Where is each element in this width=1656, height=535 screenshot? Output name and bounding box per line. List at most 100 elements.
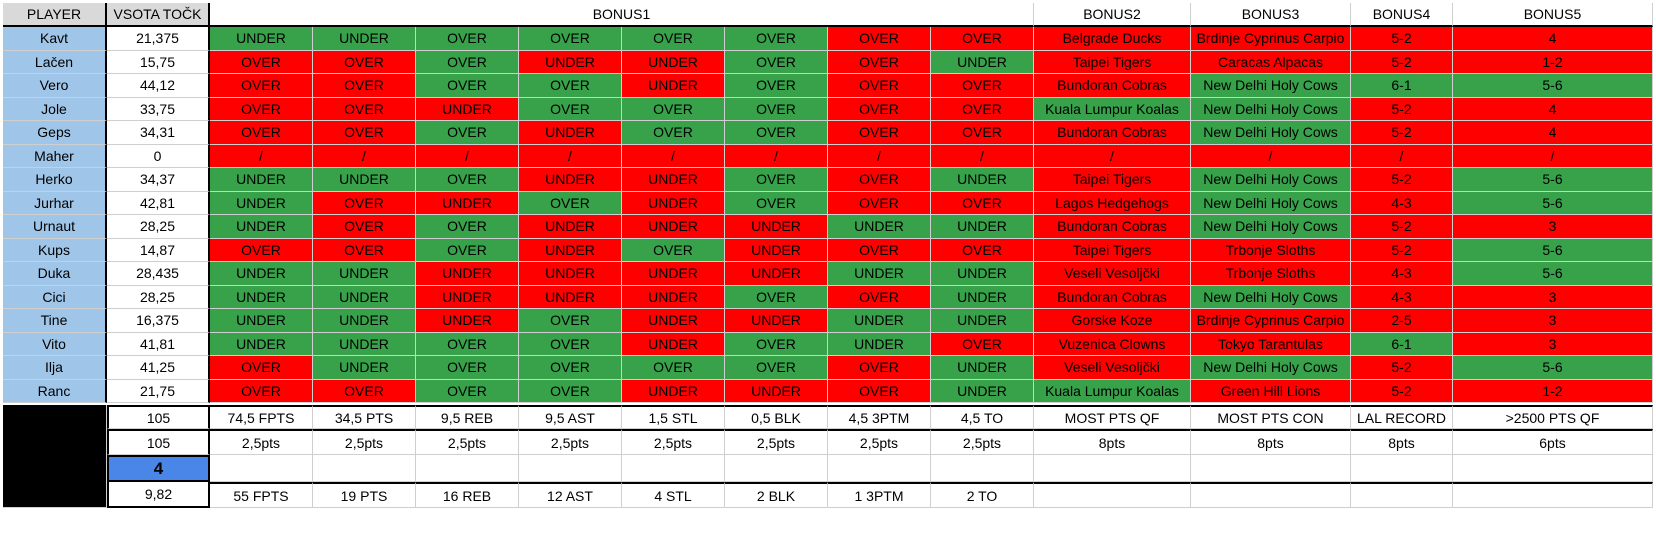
pick-cell[interactable]: OVER: [828, 238, 931, 262]
pick-cell[interactable]: UNDER: [622, 215, 725, 239]
player-total[interactable]: 21,375: [107, 27, 210, 51]
footer-empty[interactable]: [622, 455, 725, 482]
pick-cell[interactable]: UNDER: [210, 332, 313, 356]
footer-actual[interactable]: 12 AST: [519, 482, 622, 508]
pick-cell[interactable]: 2-5: [1351, 309, 1453, 333]
footer-line[interactable]: 34,5 PTS: [313, 405, 416, 429]
pick-cell[interactable]: Lagos Hedgehogs: [1034, 191, 1191, 215]
pick-cell[interactable]: UNDER: [931, 309, 1034, 333]
footer-actual[interactable]: 1 3PTM: [828, 482, 931, 508]
pick-cell[interactable]: OVER: [519, 332, 622, 356]
pick-cell[interactable]: UNDER: [622, 168, 725, 192]
pick-cell[interactable]: Trbonje Sloths: [1191, 262, 1351, 286]
footer-line-total[interactable]: 105: [107, 405, 210, 429]
pick-cell[interactable]: OVER: [725, 27, 828, 51]
pick-cell[interactable]: /: [313, 144, 416, 168]
pick-cell[interactable]: Green Hill Lions: [1191, 379, 1351, 403]
pick-cell[interactable]: OVER: [210, 74, 313, 98]
footer-line[interactable]: 0,5 BLK: [725, 405, 828, 429]
pick-cell[interactable]: /: [725, 144, 828, 168]
footer-empty[interactable]: [725, 455, 828, 482]
footer-empty[interactable]: [1034, 455, 1191, 482]
pick-cell[interactable]: OVER: [313, 238, 416, 262]
footer-empty[interactable]: [828, 455, 931, 482]
footer-actual[interactable]: 2 TO: [931, 482, 1034, 508]
pick-cell[interactable]: Belgrade Ducks: [1034, 27, 1191, 51]
pick-cell[interactable]: UNDER: [210, 27, 313, 51]
pick-cell[interactable]: Vuzenica Clowns: [1034, 332, 1191, 356]
footer-points[interactable]: 2,5pts: [313, 429, 416, 455]
pick-cell[interactable]: UNDER: [725, 262, 828, 286]
pick-cell[interactable]: OVER: [519, 27, 622, 51]
pick-cell[interactable]: Brdinje Cyprinus Carpio: [1191, 309, 1351, 333]
pick-cell[interactable]: OVER: [519, 97, 622, 121]
pick-cell[interactable]: 4-3: [1351, 285, 1453, 309]
footer-empty[interactable]: [210, 455, 313, 482]
player-total[interactable]: 14,87: [107, 238, 210, 262]
footer-actual[interactable]: [1034, 482, 1191, 508]
pick-cell[interactable]: OVER: [210, 97, 313, 121]
pick-cell[interactable]: 4: [1453, 121, 1653, 145]
pick-cell[interactable]: OVER: [519, 356, 622, 380]
pick-cell[interactable]: OVER: [828, 379, 931, 403]
pick-cell[interactable]: 4-3: [1351, 191, 1453, 215]
pick-cell[interactable]: UNDER: [725, 379, 828, 403]
pick-cell[interactable]: /: [1351, 144, 1453, 168]
pick-cell[interactable]: Veseli Vesoljčki: [1034, 356, 1191, 380]
pick-cell[interactable]: OVER: [210, 356, 313, 380]
pick-cell[interactable]: OVER: [313, 74, 416, 98]
footer-empty[interactable]: [313, 455, 416, 482]
pick-cell[interactable]: UNDER: [210, 309, 313, 333]
pick-cell[interactable]: 5-2: [1351, 356, 1453, 380]
pick-cell[interactable]: 5-6: [1453, 191, 1653, 215]
pick-cell[interactable]: Caracas Alpacas: [1191, 50, 1351, 74]
pick-cell[interactable]: OVER: [313, 215, 416, 239]
pick-cell[interactable]: OVER: [828, 168, 931, 192]
pick-cell[interactable]: 5-6: [1453, 356, 1653, 380]
pick-cell[interactable]: UNDER: [210, 191, 313, 215]
pick-cell[interactable]: OVER: [313, 121, 416, 145]
pick-cell[interactable]: OVER: [416, 379, 519, 403]
pick-cell[interactable]: UNDER: [519, 121, 622, 145]
pick-cell[interactable]: Gorske Koze: [1034, 309, 1191, 333]
pick-cell[interactable]: OVER: [622, 121, 725, 145]
pick-cell[interactable]: OVER: [725, 356, 828, 380]
pick-cell[interactable]: OVER: [931, 27, 1034, 51]
pick-cell[interactable]: Bundoran Cobras: [1034, 285, 1191, 309]
pick-cell[interactable]: Kuala Lumpur Koalas: [1034, 97, 1191, 121]
pick-cell[interactable]: 5-2: [1351, 97, 1453, 121]
footer-points[interactable]: 8pts: [1191, 429, 1351, 455]
pick-cell[interactable]: OVER: [416, 356, 519, 380]
pick-cell[interactable]: UNDER: [931, 285, 1034, 309]
pick-cell[interactable]: OVER: [210, 379, 313, 403]
pick-cell[interactable]: UNDER: [622, 285, 725, 309]
pick-cell[interactable]: UNDER: [416, 191, 519, 215]
player-name[interactable]: Kavt: [3, 27, 107, 51]
pick-cell[interactable]: UNDER: [622, 309, 725, 333]
pick-cell[interactable]: OVER: [416, 238, 519, 262]
footer-line[interactable]: 1,5 STL: [622, 405, 725, 429]
footer-empty[interactable]: [931, 455, 1034, 482]
pick-cell[interactable]: 5-2: [1351, 50, 1453, 74]
player-total[interactable]: 34,37: [107, 168, 210, 192]
pick-cell[interactable]: 5-6: [1453, 262, 1653, 286]
pick-cell[interactable]: OVER: [416, 27, 519, 51]
pick-cell[interactable]: UNDER: [622, 332, 725, 356]
pick-cell[interactable]: UNDER: [313, 356, 416, 380]
pick-cell[interactable]: UNDER: [519, 215, 622, 239]
pick-cell[interactable]: OVER: [828, 97, 931, 121]
footer-actual[interactable]: [1453, 482, 1653, 508]
pick-cell[interactable]: UNDER: [828, 309, 931, 333]
footer-actual[interactable]: 55 FPTS: [210, 482, 313, 508]
pick-cell[interactable]: 3: [1453, 215, 1653, 239]
pick-cell[interactable]: UNDER: [622, 191, 725, 215]
pick-cell[interactable]: Veseli Vesoljčki: [1034, 262, 1191, 286]
pick-cell[interactable]: OVER: [725, 121, 828, 145]
player-name[interactable]: Tine: [3, 309, 107, 333]
footer-points[interactable]: 2,5pts: [622, 429, 725, 455]
pick-cell[interactable]: 4: [1453, 97, 1653, 121]
pick-cell[interactable]: New Delhi Holy Cows: [1191, 356, 1351, 380]
footer-points[interactable]: 6pts: [1453, 429, 1653, 455]
pick-cell[interactable]: 3: [1453, 285, 1653, 309]
pick-cell[interactable]: OVER: [725, 332, 828, 356]
